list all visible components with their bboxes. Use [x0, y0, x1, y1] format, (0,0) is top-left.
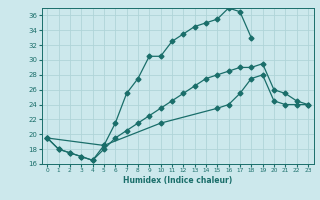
- X-axis label: Humidex (Indice chaleur): Humidex (Indice chaleur): [123, 176, 232, 185]
